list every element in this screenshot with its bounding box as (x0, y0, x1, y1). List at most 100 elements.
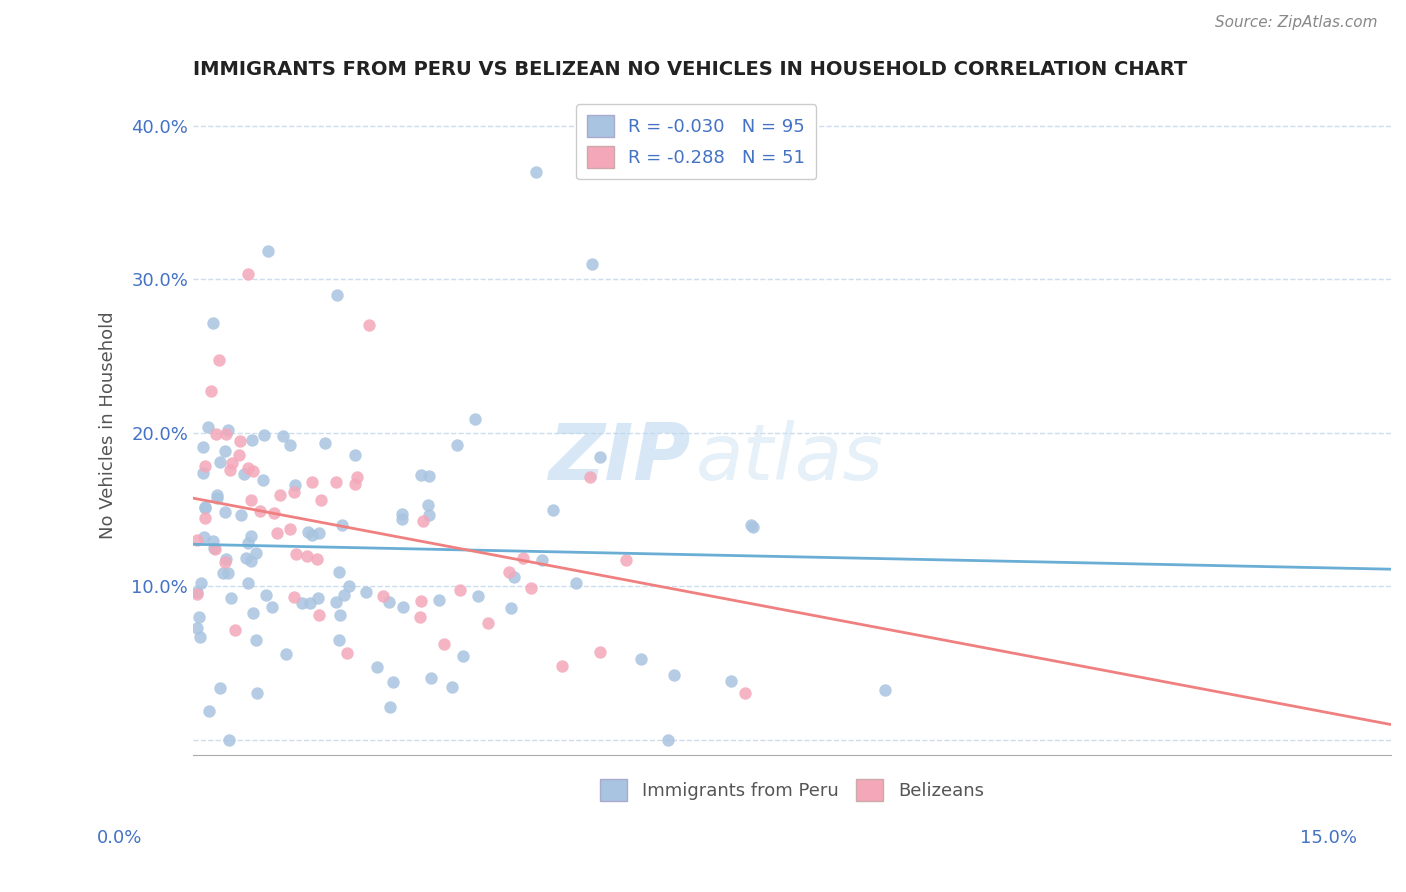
Text: ZIP: ZIP (548, 420, 690, 496)
Point (630, 652, 652, 666)
Point (550, 659, 572, 673)
Point (498, 565, 520, 579)
Point (186, 584, 208, 599)
Point (333, 588, 356, 602)
Point (214, 555, 236, 569)
Point (217, 566, 239, 580)
Point (308, 607, 330, 622)
Point (378, 595, 401, 609)
Point (512, 551, 534, 566)
Point (565, 575, 588, 590)
Point (530, 553, 553, 567)
Point (239, 529, 262, 543)
Point (451, 649, 474, 664)
Point (391, 507, 413, 521)
Point (307, 552, 329, 566)
Point (242, 606, 264, 620)
Point (240, 554, 263, 568)
Point (263, 506, 285, 520)
Point (662, 668, 685, 682)
Point (346, 470, 368, 484)
Point (614, 553, 637, 567)
Point (283, 590, 305, 604)
Point (278, 438, 301, 452)
Point (499, 601, 522, 615)
Point (224, 624, 246, 638)
Point (297, 524, 319, 539)
Point (194, 500, 217, 515)
Point (520, 581, 543, 595)
Point (208, 352, 231, 367)
Point (193, 440, 215, 454)
Point (228, 448, 250, 462)
Point (194, 500, 217, 514)
Point (875, 682, 897, 697)
Text: 0.0%: 0.0% (97, 829, 142, 847)
Point (240, 492, 263, 507)
Point (418, 498, 440, 512)
Point (301, 475, 323, 489)
Point (242, 465, 264, 479)
Point (418, 469, 440, 483)
Point (252, 473, 274, 487)
Point (740, 518, 762, 533)
Text: IMMIGRANTS FROM PERU VS BELIZEAN NO VEHICLES IN HOUSEHOLD CORRELATION CHART: IMMIGRANTS FROM PERU VS BELIZEAN NO VEHI… (193, 60, 1187, 78)
Point (741, 520, 763, 534)
Point (381, 674, 404, 689)
Point (335, 646, 357, 660)
Point (433, 637, 456, 651)
Point (541, 503, 564, 517)
Point (308, 526, 330, 541)
Point (356, 585, 378, 599)
Point (219, 591, 242, 605)
Point (207, 491, 229, 505)
Point (420, 672, 443, 686)
Point (526, 165, 548, 179)
Point (408, 610, 430, 624)
Point (186, 622, 208, 636)
Point (253, 428, 276, 442)
Point (238, 461, 260, 475)
Point (411, 468, 433, 483)
Point (190, 575, 212, 590)
Point (464, 411, 486, 425)
Point (229, 434, 252, 449)
Point (734, 686, 756, 700)
Point (440, 680, 463, 694)
Point (720, 674, 742, 689)
Point (235, 551, 257, 566)
Point (311, 492, 333, 507)
Point (254, 588, 277, 602)
Point (307, 591, 329, 606)
Text: atlas: atlas (696, 420, 884, 496)
Point (201, 316, 224, 330)
Point (187, 609, 209, 624)
Point (332, 517, 354, 532)
Point (337, 579, 360, 593)
Point (214, 551, 236, 566)
Point (205, 427, 228, 442)
Point (328, 565, 350, 579)
Point (215, 427, 238, 442)
Point (285, 547, 308, 561)
Point (299, 596, 322, 610)
Point (219, 463, 242, 477)
Point (245, 632, 267, 647)
Point (211, 566, 233, 580)
Point (236, 267, 259, 281)
Point (412, 515, 434, 529)
Point (392, 600, 415, 615)
Point (266, 525, 288, 540)
Point (477, 616, 499, 631)
Point (245, 546, 267, 560)
Point (366, 660, 388, 674)
Point (198, 704, 221, 718)
Point (186, 533, 208, 548)
Point (503, 570, 526, 584)
Point (232, 467, 254, 482)
Point (291, 596, 314, 610)
Point (297, 549, 319, 564)
Point (202, 541, 225, 555)
Point (274, 647, 297, 661)
Point (449, 583, 471, 598)
